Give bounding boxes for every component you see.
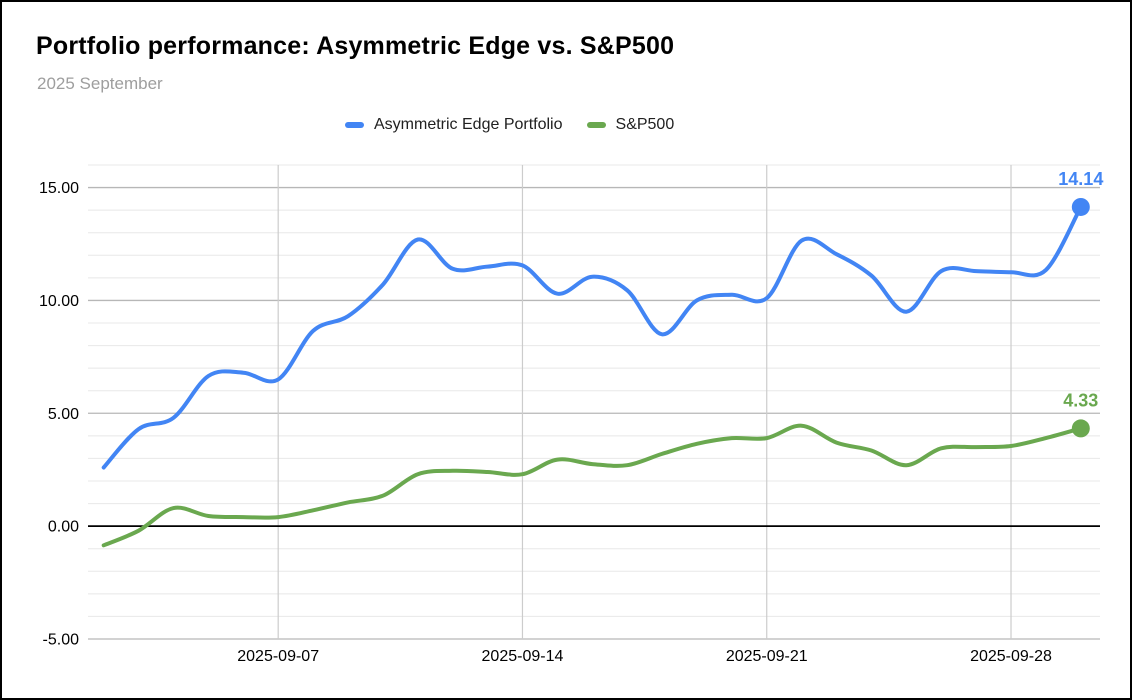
series-end-dot-sp500 [1071,419,1090,438]
chart-title: Portfolio performance: Asymmetric Edge v… [36,32,675,60]
legend-label-asymmetric-edge: Asymmetric Edge Portfolio [374,116,563,133]
series-line-asymmetric-edge [101,205,1083,470]
legend-item-sp500: S&P500 [586,116,675,134]
legend-item-asymmetric-edge: Asymmetric Edge Portfolio [345,116,563,134]
x-axis-tick-label: 2025-09-28 [970,648,1052,665]
series-line-sp500 [101,423,1083,548]
x-axis-tick-label: 2025-09-07 [237,648,319,665]
legend-label-sp500: S&P500 [615,116,675,133]
y-axis-tick-label: -5.00 [43,632,80,649]
series-end-value-label-sp500: 4.33 [1063,390,1098,410]
legend: Asymmetric Edge Portfolio S&P500 [345,116,674,134]
legend-swatch-sp500-icon [586,122,606,128]
chart-subtitle: 2025 September [37,74,163,93]
y-axis-tick-label: 0.00 [48,519,79,536]
series-end-dot-asymmetric-edge [1071,197,1090,216]
x-axis-tick-label: 2025-09-14 [482,648,564,665]
y-axis-tick-label: 5.00 [48,406,79,423]
y-axis-tick-label: 15.00 [39,180,79,197]
legend-swatch-asymmetric-edge-icon [345,122,364,128]
y-axis-tick-label: 10.00 [39,293,79,310]
series-end-value-label-asymmetric-edge: 14.14 [1058,169,1103,189]
x-axis-tick-label: 2025-09-21 [726,648,808,665]
